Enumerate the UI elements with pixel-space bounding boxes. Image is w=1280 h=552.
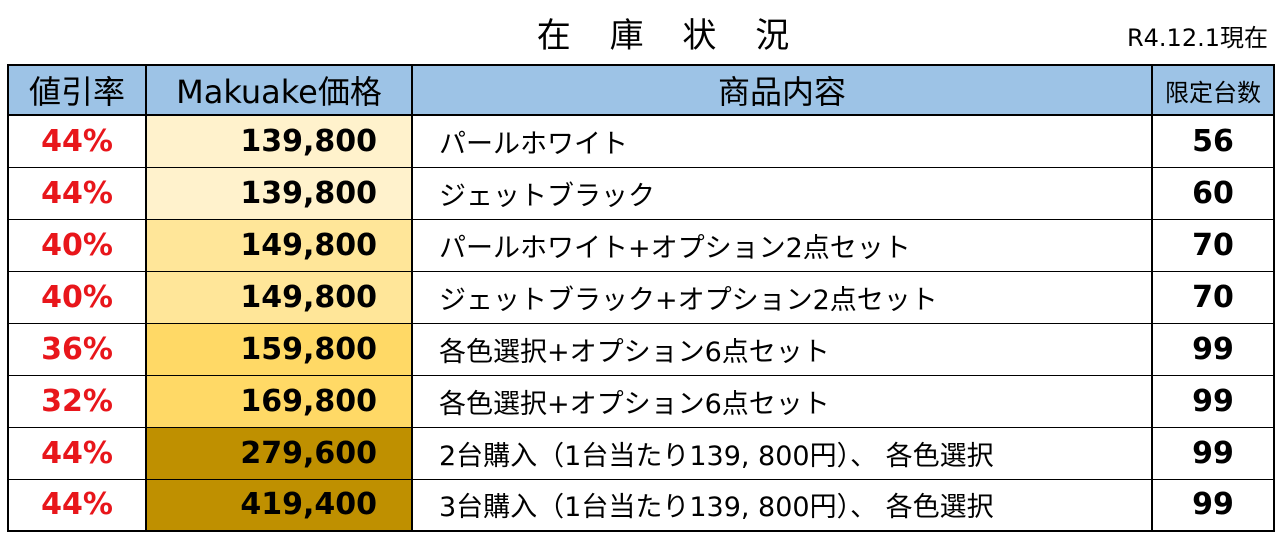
price-cell: 159,800 xyxy=(145,322,413,376)
header-discount: 値引率 xyxy=(7,64,147,116)
quantity-cell: 70 xyxy=(1151,270,1275,324)
discount-cell: 44% xyxy=(7,426,147,480)
price-cell: 149,800 xyxy=(145,218,413,272)
discount-cell: 44% xyxy=(7,114,147,168)
discount-cell: 36% xyxy=(7,322,147,376)
page-title: 在 庫 状 況 xyxy=(536,16,804,56)
content-cell: 各色選択+オプション6点セット xyxy=(411,322,1153,376)
content-cell: 2台購入（1台当たり139, 800円）、 各色選択 xyxy=(411,426,1153,480)
discount-cell: 40% xyxy=(7,218,147,272)
table-row: 44% 279,600 2台購入（1台当たり139, 800円）、 各色選択 9… xyxy=(7,426,1275,480)
discount-cell: 32% xyxy=(7,374,147,428)
inventory-table: 値引率 Makuake価格 商品内容 限定台数 44% 139,800 パールホ… xyxy=(7,64,1275,532)
quantity-cell: 99 xyxy=(1151,426,1275,480)
content-cell: 3台購入（1台当たり139, 800円）、 各色選択 xyxy=(411,478,1153,532)
quantity-cell: 99 xyxy=(1151,478,1275,532)
price-cell: 169,800 xyxy=(145,374,413,428)
content-cell: ジェットブラック xyxy=(411,166,1153,220)
discount-cell: 44% xyxy=(7,478,147,532)
discount-cell: 44% xyxy=(7,166,147,220)
price-cell: 149,800 xyxy=(145,270,413,324)
quantity-cell: 60 xyxy=(1151,166,1275,220)
table-row: 40% 149,800 パールホワイト+オプション2点セット 70 xyxy=(7,218,1275,272)
header-quantity: 限定台数 xyxy=(1151,64,1275,116)
quantity-cell: 70 xyxy=(1151,218,1275,272)
table-row: 36% 159,800 各色選択+オプション6点セット 99 xyxy=(7,322,1275,376)
content-cell: ジェットブラック+オプション2点セット xyxy=(411,270,1153,324)
content-cell: 各色選択+オプション6点セット xyxy=(411,374,1153,428)
table-row: 32% 169,800 各色選択+オプション6点セット 99 xyxy=(7,374,1275,428)
quantity-cell: 56 xyxy=(1151,114,1275,168)
table-row: 44% 139,800 パールホワイト 56 xyxy=(7,114,1275,168)
date-label: R4.12.1現在 xyxy=(1126,24,1268,52)
price-cell: 139,800 xyxy=(145,166,413,220)
quantity-cell: 99 xyxy=(1151,322,1275,376)
table-row: 44% 419,400 3台購入（1台当たり139, 800円）、 各色選択 9… xyxy=(7,478,1275,532)
header-content: 商品内容 xyxy=(411,64,1153,116)
quantity-cell: 99 xyxy=(1151,374,1275,428)
content-cell: パールホワイト xyxy=(411,114,1153,168)
price-cell: 279,600 xyxy=(145,426,413,480)
price-cell: 139,800 xyxy=(145,114,413,168)
discount-cell: 40% xyxy=(7,270,147,324)
table-row: 40% 149,800 ジェットブラック+オプション2点セット 70 xyxy=(7,270,1275,324)
content-cell: パールホワイト+オプション2点セット xyxy=(411,218,1153,272)
header-row: 値引率 Makuake価格 商品内容 限定台数 xyxy=(7,64,1275,116)
price-cell: 419,400 xyxy=(145,478,413,532)
table-row: 44% 139,800 ジェットブラック 60 xyxy=(7,166,1275,220)
header-price: Makuake価格 xyxy=(145,64,413,116)
